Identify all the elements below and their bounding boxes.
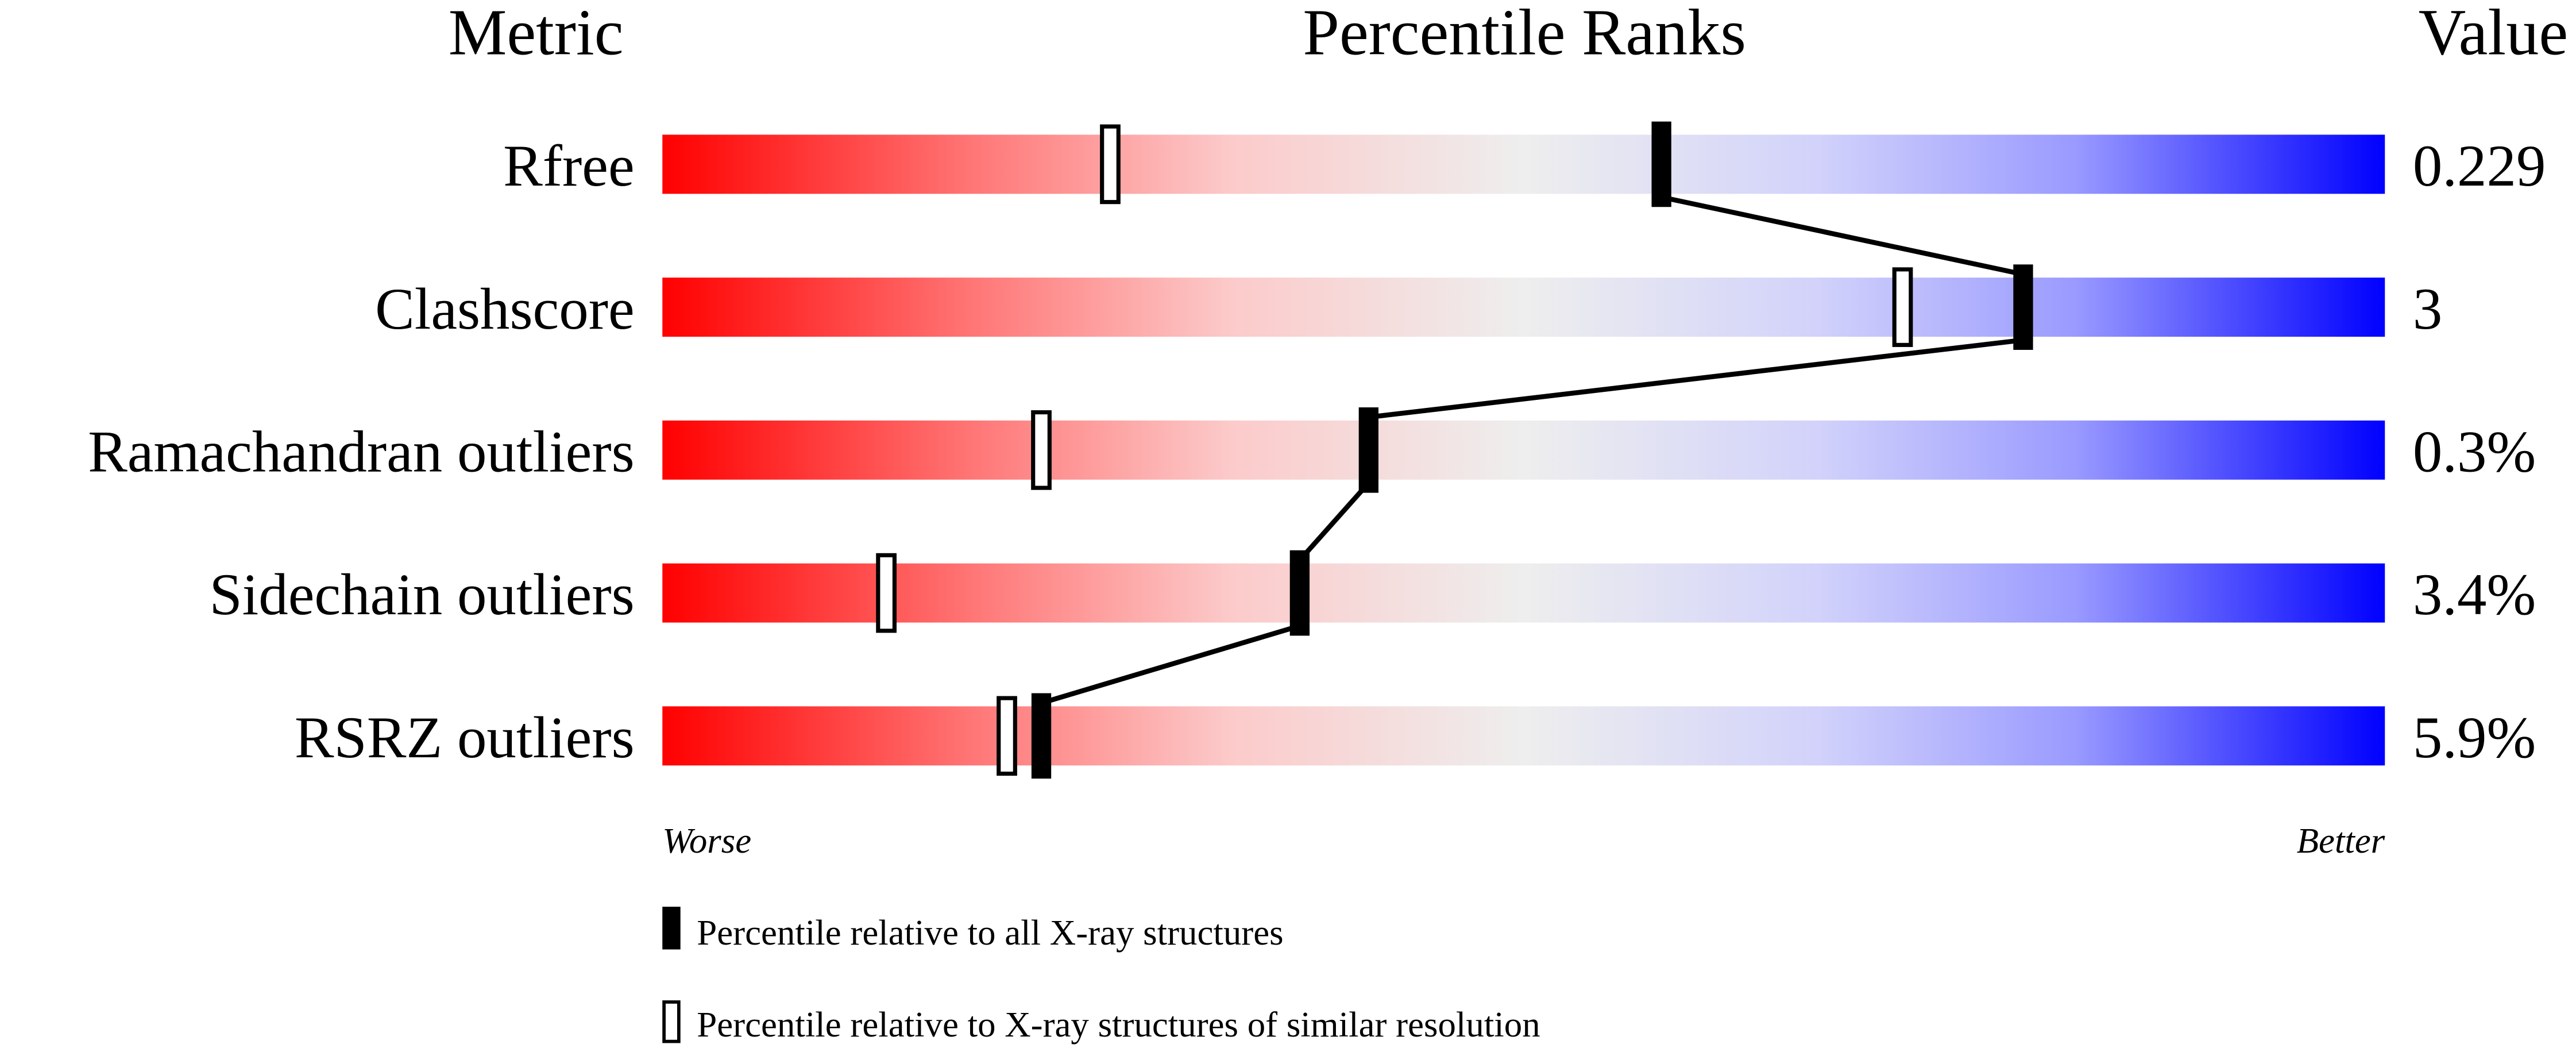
marker-all-clashscore	[2013, 264, 2033, 350]
metric-value-sidechain-outliers: 3.4%	[2413, 562, 2536, 627]
legend-filled-marker	[662, 907, 681, 950]
metric-label-clashscore: Clashscore	[375, 276, 635, 342]
metric-value-rfree: 0.229	[2413, 133, 2546, 199]
metric-label-rfree: Rfree	[503, 133, 635, 199]
legend-label-similar: Percentile relative to X-ray structures …	[697, 1004, 1540, 1045]
marker-all-sidechain-outliers	[1289, 550, 1310, 636]
metric-label-rsrz-outliers: RSRZ outliers	[295, 705, 635, 770]
percentile-ranks-header: Percentile Ranks	[1303, 0, 1746, 68]
link-ramachandran-outliers-to-sidechain-outliers	[1297, 481, 1371, 562]
worse-label: Worse	[662, 820, 751, 861]
metric-value-rsrz-outliers: 5.9%	[2413, 705, 2536, 770]
marker-similar-ramachandran-outliers	[1031, 410, 1052, 490]
better-label: Better	[2297, 820, 2385, 861]
marker-similar-sidechain-outliers	[876, 553, 897, 633]
marker-similar-rsrz-outliers	[997, 696, 1017, 776]
link-rfree-to-clashscore	[1660, 194, 2024, 277]
bar-clashscore	[662, 278, 2385, 337]
bar-ramachandran-outliers	[662, 420, 2385, 480]
legend-label-all: Percentile relative to all X-ray structu…	[697, 912, 1283, 953]
marker-similar-rfree	[1100, 124, 1121, 205]
marker-similar-clashscore	[1892, 267, 1913, 347]
link-clashscore-to-ramachandran-outliers	[1368, 337, 2023, 420]
bar-rfree	[662, 134, 2385, 194]
value-header: Value	[2419, 0, 2568, 68]
marker-all-rfree	[1651, 121, 1671, 207]
metric-value-clashscore: 3	[2413, 276, 2442, 342]
metric-label-sidechain-outliers: Sidechain outliers	[209, 562, 634, 627]
metric-header: Metric	[449, 0, 624, 68]
marker-all-ramachandran-outliers	[1358, 407, 1378, 493]
metric-label-ramachandran-outliers: Ramachandran outliers	[88, 419, 635, 485]
bar-sidechain-outliers	[662, 563, 2385, 623]
metric-value-ramachandran-outliers: 0.3%	[2413, 419, 2536, 485]
bar-rsrz-outliers	[662, 706, 2385, 766]
legend-open-marker	[662, 1000, 681, 1043]
link-sidechain-outliers-to-rsrz-outliers	[1040, 623, 1301, 706]
marker-all-rsrz-outliers	[1031, 693, 1052, 779]
